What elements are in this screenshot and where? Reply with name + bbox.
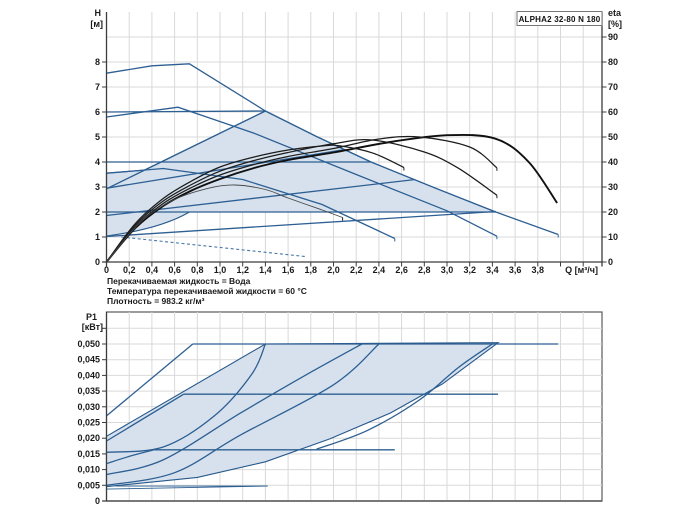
svg-text:1,0: 1,0 [214, 265, 227, 275]
svg-text:1,4: 1,4 [259, 265, 272, 275]
svg-text:2,4: 2,4 [373, 265, 386, 275]
svg-text:6: 6 [95, 107, 100, 117]
svg-text:2,6: 2,6 [395, 265, 408, 275]
svg-text:8: 8 [95, 57, 100, 67]
svg-text:[кВт]: [кВт] [82, 322, 103, 332]
svg-text:0,020: 0,020 [77, 433, 100, 443]
svg-text:5: 5 [95, 132, 100, 142]
svg-text:3: 3 [95, 182, 100, 192]
svg-text:3,0: 3,0 [441, 265, 454, 275]
svg-text:P1: P1 [86, 312, 97, 322]
svg-text:3,4: 3,4 [486, 265, 499, 275]
svg-text:0,8: 0,8 [191, 265, 204, 275]
svg-text:3,6: 3,6 [509, 265, 522, 275]
svg-text:0,030: 0,030 [77, 402, 100, 412]
svg-text:3,8: 3,8 [532, 265, 545, 275]
svg-text:0,050: 0,050 [77, 339, 100, 349]
svg-text:[%]: [%] [608, 19, 622, 29]
svg-text:7: 7 [95, 82, 100, 92]
svg-text:10: 10 [608, 232, 618, 242]
svg-text:0,040: 0,040 [77, 370, 100, 380]
svg-text:Температура перекачиваемой жид: Температура перекачиваемой жидкости = 60… [107, 286, 307, 296]
svg-text:4: 4 [95, 157, 100, 167]
svg-text:2,8: 2,8 [418, 265, 431, 275]
svg-text:60: 60 [608, 107, 618, 117]
svg-text:0,035: 0,035 [77, 386, 100, 396]
svg-text:1,6: 1,6 [282, 265, 295, 275]
svg-text:0,010: 0,010 [77, 465, 100, 475]
svg-text:2,0: 2,0 [327, 265, 340, 275]
svg-text:0: 0 [608, 257, 613, 267]
svg-text:80: 80 [608, 57, 618, 67]
svg-text:[м]: [м] [90, 19, 103, 29]
svg-text:0,045: 0,045 [77, 355, 100, 365]
svg-text:0,2: 0,2 [123, 265, 136, 275]
svg-text:eta: eta [608, 8, 622, 18]
svg-text:ALPHA2 32-80 N 180: ALPHA2 32-80 N 180 [519, 15, 601, 24]
svg-text:0,005: 0,005 [77, 480, 100, 490]
svg-text:30: 30 [608, 182, 618, 192]
svg-text:0: 0 [104, 265, 109, 275]
svg-text:Перекачиваемая жидкость = Вода: Перекачиваемая жидкость = Вода [107, 276, 251, 286]
svg-text:40: 40 [608, 157, 618, 167]
svg-text:Плотность = 983.2 кг/м³: Плотность = 983.2 кг/м³ [107, 296, 205, 306]
svg-text:Q [м³/ч]: Q [м³/ч] [565, 265, 598, 275]
svg-text:50: 50 [608, 132, 618, 142]
svg-text:90: 90 [608, 32, 618, 42]
svg-text:1: 1 [95, 232, 100, 242]
svg-text:70: 70 [608, 82, 618, 92]
svg-text:0: 0 [95, 496, 100, 506]
svg-text:2: 2 [95, 207, 100, 217]
svg-text:0,015: 0,015 [77, 449, 100, 459]
svg-text:H: H [95, 8, 102, 18]
svg-text:0,6: 0,6 [168, 265, 181, 275]
svg-text:1,8: 1,8 [305, 265, 318, 275]
svg-text:2,2: 2,2 [350, 265, 363, 275]
svg-text:3,2: 3,2 [463, 265, 476, 275]
svg-text:20: 20 [608, 207, 618, 217]
svg-text:0,025: 0,025 [77, 418, 100, 428]
svg-text:0: 0 [95, 257, 100, 267]
svg-text:0,4: 0,4 [146, 265, 159, 275]
svg-text:1,2: 1,2 [236, 265, 249, 275]
